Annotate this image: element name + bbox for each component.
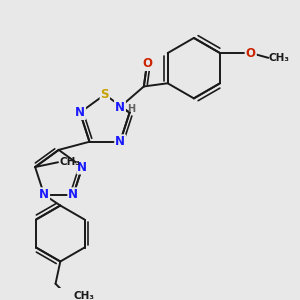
Text: N: N xyxy=(115,135,125,148)
Text: N: N xyxy=(77,160,87,173)
Text: CH₃: CH₃ xyxy=(269,53,290,64)
Text: S: S xyxy=(100,88,109,101)
Text: O: O xyxy=(246,46,256,60)
Text: N: N xyxy=(68,188,78,201)
Text: N: N xyxy=(39,188,49,201)
Text: N: N xyxy=(75,106,85,119)
Text: O: O xyxy=(142,57,152,70)
Text: CH₃: CH₃ xyxy=(74,291,95,300)
Text: CH₃: CH₃ xyxy=(59,157,80,167)
Text: H: H xyxy=(127,104,135,114)
Text: N: N xyxy=(115,100,125,114)
